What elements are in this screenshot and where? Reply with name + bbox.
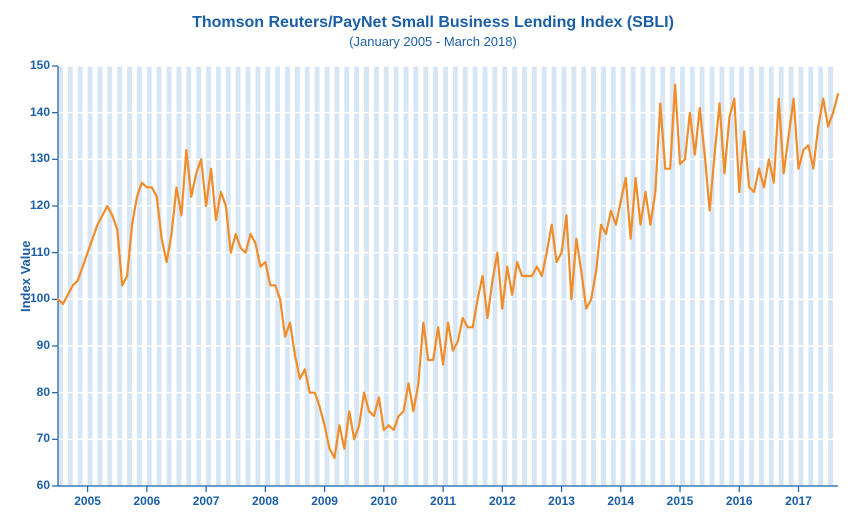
x-tick-label: 2017	[779, 494, 819, 508]
chart-title: Thomson Reuters/PayNet Small Business Le…	[0, 14, 866, 32]
chart-subtitle: (January 2005 - March 2018)	[0, 34, 866, 49]
x-tick-label: 2008	[245, 494, 285, 508]
y-tick-label: 100	[20, 291, 50, 305]
x-tick-label: 2011	[423, 494, 463, 508]
y-tick-label: 120	[20, 198, 50, 212]
y-tick-label: 60	[20, 478, 50, 492]
x-tick-label: 2009	[305, 494, 345, 508]
x-tick-label: 2006	[127, 494, 167, 508]
y-tick-label: 70	[20, 431, 50, 445]
y-tick-label: 90	[20, 338, 50, 352]
x-tick-label: 2014	[601, 494, 641, 508]
x-tick-label: 2007	[186, 494, 226, 508]
x-tick-label: 2016	[719, 494, 759, 508]
y-tick-label: 130	[20, 151, 50, 165]
x-tick-label: 2013	[542, 494, 582, 508]
sbli-chart: Thomson Reuters/PayNet Small Business Le…	[0, 0, 866, 528]
y-tick-label: 150	[20, 58, 50, 72]
chart-title-block: Thomson Reuters/PayNet Small Business Le…	[0, 0, 866, 49]
x-tick-label: 2010	[364, 494, 404, 508]
plot-area	[58, 66, 838, 486]
y-tick-label: 80	[20, 385, 50, 399]
x-tick-label: 2005	[68, 494, 108, 508]
y-tick-label: 140	[20, 105, 50, 119]
x-tick-label: 2012	[482, 494, 522, 508]
y-tick-label: 110	[20, 245, 50, 259]
x-tick-label: 2015	[660, 494, 700, 508]
